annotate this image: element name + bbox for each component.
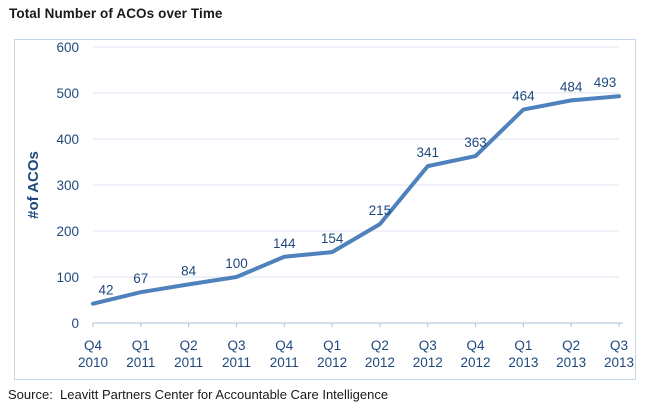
data-series-line [91,94,621,306]
chart-area: 0 100 200 300 400 500 600 Q4 2010 Q1 2011 Q2 2011 Q3 2… [14,39,636,380]
x-axis-tick-label: Q3 2011 [222,338,251,370]
data-point-label: 84 [181,263,197,278]
x-axis-tick-label: Q2 2013 [556,338,586,370]
x-axis-tick-label: Q1 2012 [317,338,347,370]
y-axis-tick-label: 600 [56,40,79,55]
x-axis-tick-label: Q1 2011 [126,338,155,370]
x-axis-tick-label: Q3 2013 [604,338,634,370]
y-axis-tick-label: 500 [56,86,79,101]
x-axis-tick-label: Q2 2012 [365,338,395,370]
data-point-label: 215 [369,203,392,218]
data-point-label: 154 [321,231,344,246]
source-note: Source: Leavitt Partners Center for Acco… [8,387,389,402]
x-axis-tick-label: Q2 2011 [174,338,203,370]
x-axis-tick-label: Q3 2012 [413,338,443,370]
y-axis-tick-label: 400 [56,132,79,147]
y-axis-tick-label: 300 [56,178,79,193]
data-point-label: 484 [560,79,583,94]
y-axis-tick-label: 0 [71,316,79,331]
y-axis-tick-label: 200 [56,224,79,239]
data-point-label: 144 [273,236,296,251]
x-axis-tick-label: Q1 2013 [508,338,538,370]
x-axis-tick-label: Q4 2010 [78,338,108,370]
data-point-label: 100 [225,256,248,271]
data-point-label: 42 [98,283,113,298]
x-axis-tick-label: Q4 2011 [270,338,299,370]
y-axis-tick-label: 100 [56,270,79,285]
data-point-label: 341 [416,145,439,160]
data-point-label: 464 [512,89,535,104]
data-point-label: 493 [594,75,617,90]
data-point-label: 67 [133,271,148,286]
data-point-label: 363 [464,135,487,150]
x-axis-tick-label: Q4 2012 [461,338,491,370]
chart-title: Total Number of ACOs over Time [9,6,223,21]
line-chart: 0 100 200 300 400 500 600 Q4 2010 Q1 2011 Q2 2011 Q3 2… [25,40,634,370]
y-axis-title: #of ACOs [25,151,42,219]
